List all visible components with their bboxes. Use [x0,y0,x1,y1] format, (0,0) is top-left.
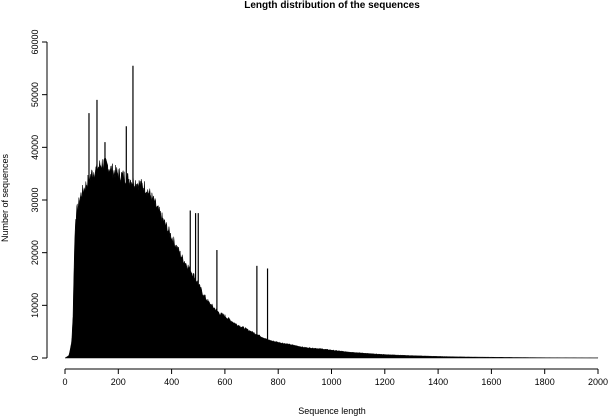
x-tick-label-1600: 1600 [481,377,501,387]
x-axis-label: Sequence length [298,406,366,416]
plot-area [64,65,599,359]
x-tick-label-1800: 1800 [535,377,555,387]
y-tick-label-60000: 60000 [30,29,40,54]
x-tick-label-200: 200 [111,377,126,387]
x-tick-label-2000: 2000 [588,377,608,387]
x-tick-label-1000: 1000 [321,377,341,387]
y-tick-label-0: 0 [30,355,40,360]
y-tick-label-40000: 40000 [30,135,40,160]
x-tick-label-800: 800 [271,377,286,387]
y-tick-label-50000: 50000 [30,82,40,107]
histogram-bars [64,156,599,359]
x-tick-label-600: 600 [217,377,232,387]
y-axis-label: Number of sequences [0,153,10,242]
x-tick-label-0: 0 [62,377,67,387]
x-tick-label-1400: 1400 [428,377,448,387]
y-tick-label-30000: 30000 [30,187,40,212]
y-tick-label-10000: 10000 [30,293,40,318]
chart-title: Length distribution of the sequences [244,0,420,11]
y-axis: 0 10000 20000 30000 40000 50000 60000 [30,29,48,361]
x-tick-label-1200: 1200 [375,377,395,387]
y-tick-label-20000: 20000 [30,240,40,265]
x-axis: 0 200 400 600 800 1000 1200 1400 1600 1800 2000 [62,368,608,387]
x-tick-label-400: 400 [164,377,179,387]
